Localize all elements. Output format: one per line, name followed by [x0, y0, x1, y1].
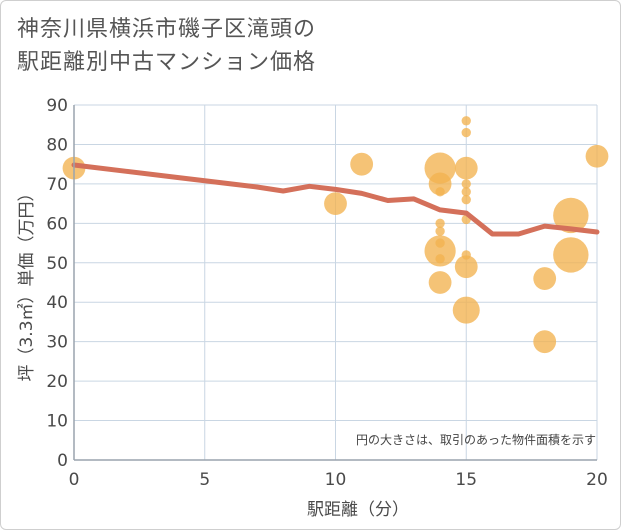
x-tick-label: 20 [586, 470, 608, 490]
y-tick-label: 0 [57, 451, 68, 471]
axes [73, 105, 597, 461]
trend-line-series [71, 162, 600, 237]
y-tick-label: 50 [46, 254, 68, 274]
data-bubble [428, 172, 452, 196]
y-axis-label: 坪（3.3㎡）単価（万円） [17, 184, 37, 381]
data-bubble [350, 152, 374, 176]
y-tick-label: 30 [46, 333, 68, 353]
x-axis-label: 駅距離（分） [307, 500, 409, 520]
data-bubble [553, 197, 589, 234]
data-bubble [461, 187, 471, 197]
y-tick-label: 90 [46, 96, 68, 116]
data-bubble [428, 271, 452, 294]
trend-line [71, 162, 600, 237]
bubble-series [62, 116, 609, 354]
data-bubble [585, 144, 609, 168]
data-bubble [435, 226, 445, 236]
data-bubble [435, 187, 445, 197]
x-tick-label: 0 [69, 470, 80, 490]
data-bubble [454, 255, 478, 279]
data-bubble [461, 194, 471, 205]
chart-title: 神奈川県横浜市磯子区滝頭の 駅距離別中古マンション価格 [17, 13, 477, 79]
data-bubble [435, 254, 445, 264]
x-tick-label: 5 [199, 470, 210, 490]
data-bubble [461, 127, 471, 138]
grid-lines [73, 104, 598, 461]
data-bubble [553, 237, 589, 273]
y-tick-label: 60 [46, 214, 68, 234]
data-bubble [461, 116, 471, 126]
y-tick-label: 70 [46, 175, 68, 195]
y-tick-label: 80 [46, 135, 68, 155]
data-bubble [435, 218, 445, 229]
bubble-size-note: 円の大きさは、取引のあった物件面積を示す [356, 432, 596, 447]
data-bubble [461, 179, 471, 189]
y-tick-label: 10 [46, 412, 68, 432]
y-tick-label: 40 [46, 293, 68, 313]
data-bubble [533, 267, 557, 290]
data-bubble [452, 296, 480, 324]
data-bubble [424, 235, 456, 267]
chart-title-line-2: 駅距離別中古マンション価格 [17, 50, 317, 75]
y-tick-label: 20 [46, 372, 68, 392]
x-tick-label: 15 [455, 470, 477, 490]
data-bubble [324, 192, 347, 216]
data-bubble [454, 156, 478, 180]
chart-title-line-1: 神奈川県横浜市磯子区滝頭の [17, 17, 317, 42]
tick-labels: 0 10 20 30 40 50 60 70 80 90 0 5 10 15 20 [46, 96, 607, 490]
data-bubble [533, 330, 557, 354]
x-tick-label: 10 [325, 470, 347, 490]
